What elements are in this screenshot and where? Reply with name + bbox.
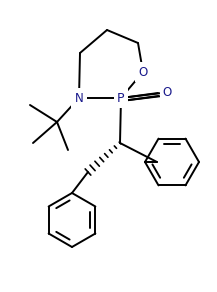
Text: N: N	[75, 91, 83, 105]
Text: P: P	[117, 91, 125, 105]
Text: O: O	[162, 86, 172, 100]
Text: O: O	[138, 65, 148, 79]
